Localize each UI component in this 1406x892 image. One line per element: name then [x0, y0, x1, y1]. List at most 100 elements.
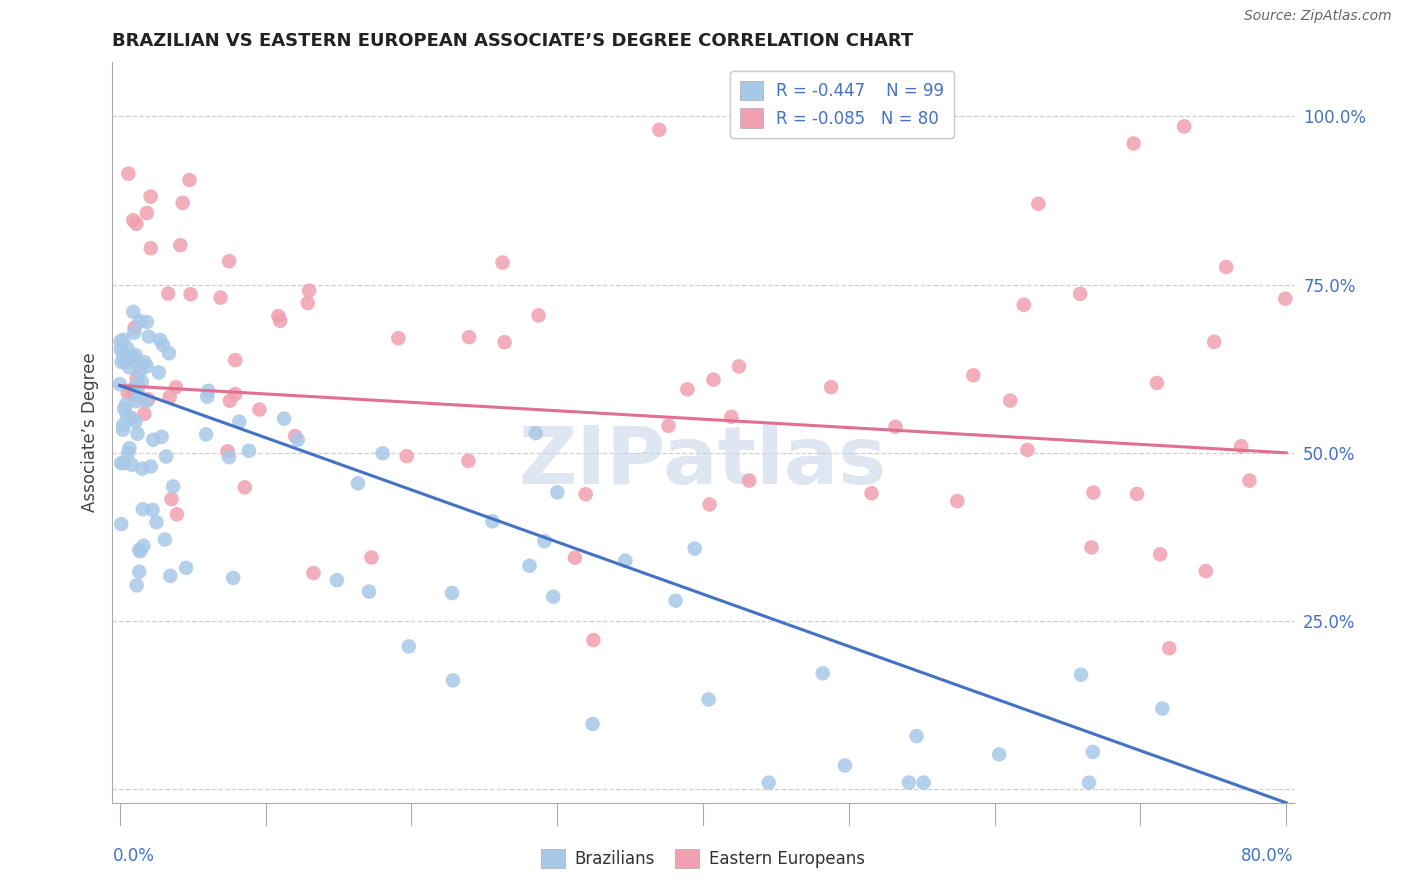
- Point: [112, 347, 135, 361]
- Point: [458, 330, 481, 344]
- Point: [128, 565, 150, 579]
- Point: [121, 410, 143, 425]
- Point: [114, 354, 136, 368]
- Point: [582, 633, 605, 648]
- Point: [273, 411, 295, 425]
- Point: [728, 359, 751, 374]
- Point: [720, 409, 742, 424]
- Point: [150, 430, 173, 444]
- Point: [441, 586, 464, 600]
- Point: [125, 217, 148, 231]
- Point: [115, 409, 138, 423]
- Point: [287, 433, 309, 447]
- Point: [491, 255, 513, 269]
- Point: [1069, 287, 1091, 301]
- Point: [124, 320, 146, 334]
- Point: [1274, 292, 1296, 306]
- Point: [139, 189, 162, 203]
- Point: [533, 534, 555, 549]
- Point: [117, 342, 139, 356]
- Point: [112, 456, 135, 470]
- Point: [1080, 541, 1102, 555]
- Point: [136, 392, 159, 407]
- Point: [905, 729, 928, 743]
- Point: [398, 640, 420, 654]
- Point: [217, 444, 239, 458]
- Point: [111, 355, 134, 369]
- Point: [124, 348, 146, 362]
- Point: [1195, 564, 1218, 578]
- Point: [195, 390, 218, 404]
- Point: [1173, 120, 1195, 134]
- Point: [457, 454, 479, 468]
- Y-axis label: Associate’s Degree: Associate’s Degree: [80, 353, 98, 512]
- Point: [135, 206, 157, 220]
- Point: [884, 419, 907, 434]
- Point: [122, 388, 145, 402]
- Point: [145, 516, 167, 530]
- Point: [121, 458, 143, 472]
- Point: [1083, 485, 1105, 500]
- Point: [302, 566, 325, 580]
- Point: [1149, 547, 1171, 561]
- Point: [962, 368, 984, 383]
- Point: [162, 479, 184, 493]
- Point: [155, 450, 177, 464]
- Point: [117, 446, 139, 460]
- Point: [1159, 641, 1181, 656]
- Point: [128, 389, 150, 403]
- Point: [132, 539, 155, 553]
- Point: [269, 314, 291, 328]
- Point: [395, 449, 418, 463]
- Point: [371, 446, 394, 460]
- Point: [648, 122, 671, 136]
- Point: [233, 480, 256, 494]
- Point: [360, 550, 382, 565]
- Point: [298, 284, 321, 298]
- Point: [110, 343, 132, 357]
- Point: [582, 717, 605, 731]
- Point: [1122, 136, 1144, 151]
- Point: [541, 590, 564, 604]
- Point: [1081, 745, 1104, 759]
- Point: [222, 571, 245, 585]
- Point: [159, 569, 181, 583]
- Point: [988, 747, 1011, 762]
- Point: [122, 213, 145, 227]
- Point: [115, 354, 138, 368]
- Point: [112, 423, 135, 437]
- Point: [142, 433, 165, 447]
- Point: [124, 326, 146, 340]
- Point: [387, 331, 409, 345]
- Point: [152, 338, 174, 352]
- Point: [614, 554, 637, 568]
- Point: [117, 386, 139, 401]
- Point: [134, 355, 156, 369]
- Legend: Brazilians, Eastern Europeans: Brazilians, Eastern Europeans: [534, 842, 872, 875]
- Point: [1215, 260, 1237, 274]
- Point: [860, 486, 883, 500]
- Point: [946, 494, 969, 508]
- Point: [122, 351, 145, 365]
- Point: [820, 380, 842, 394]
- Point: [131, 461, 153, 475]
- Point: [347, 476, 370, 491]
- Point: [575, 487, 598, 501]
- Point: [676, 382, 699, 396]
- Point: [135, 315, 157, 329]
- Point: [1012, 298, 1035, 312]
- Point: [166, 508, 188, 522]
- Point: [125, 578, 148, 592]
- Point: [1017, 442, 1039, 457]
- Point: [326, 573, 349, 587]
- Point: [209, 291, 232, 305]
- Point: [564, 550, 586, 565]
- Point: [157, 346, 180, 360]
- Point: [249, 402, 271, 417]
- Point: [125, 371, 148, 385]
- Point: [1230, 439, 1253, 453]
- Point: [149, 333, 172, 347]
- Point: [195, 427, 218, 442]
- Point: [811, 666, 834, 681]
- Point: [134, 407, 156, 421]
